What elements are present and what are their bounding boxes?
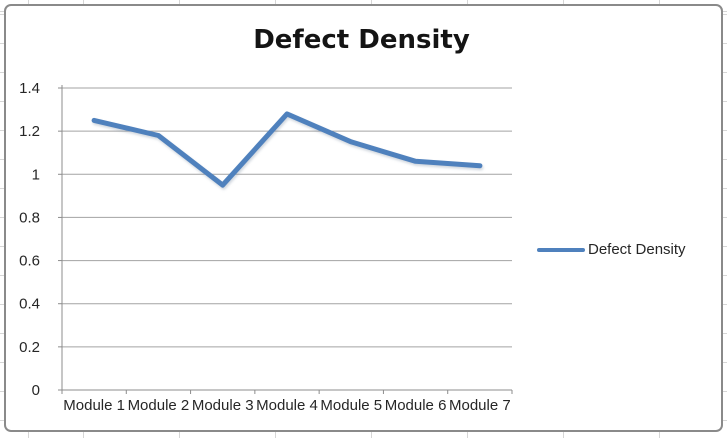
legend-line-marker [537,248,585,252]
x-axis-label: Module 4 [256,397,318,414]
y-tick-label: 0.6 [19,253,40,270]
legend-label: Defect Density [588,241,686,258]
y-tick-label: 0 [32,382,40,399]
x-axis-label: Module 6 [385,397,447,414]
chart-legend[interactable]: Defect Density [537,242,686,258]
x-axis-label: Module 2 [128,397,190,414]
y-tick-label: 1.4 [19,80,40,97]
x-axis-label: Module 5 [320,397,382,414]
x-axis-label: Module 3 [192,397,254,414]
y-tick-label: 0.4 [19,296,40,313]
chart-title[interactable]: Defect Density [253,25,470,55]
x-axis-label: Module 1 [63,397,125,414]
y-tick-label: 1 [32,166,40,183]
x-axis-label: Module 7 [449,397,511,414]
y-tick-label: 0.8 [19,209,40,226]
series-line-defect-density[interactable] [91,111,483,188]
chart-frame[interactable]: Defect Density 0 0.2 0.4 0.6 0.8 1 1.2 1.4 Modul… [4,4,723,432]
y-tick-label: 1.2 [19,123,40,140]
y-tick-label: 0.2 [19,339,40,356]
